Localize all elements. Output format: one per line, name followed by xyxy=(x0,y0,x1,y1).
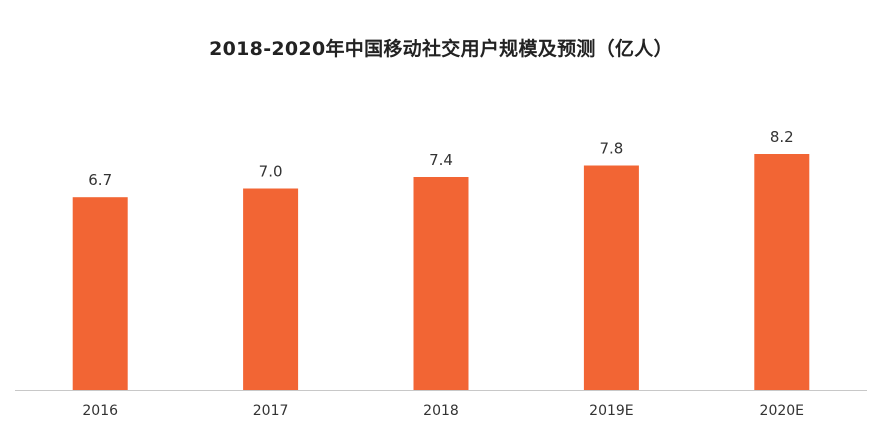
chart-title: 2018-2020年中国移动社交用户规模及预测（亿人） xyxy=(209,38,673,60)
bar-2019E xyxy=(583,165,639,390)
bar-2016 xyxy=(72,197,128,390)
x-tick-label-2019E: 2019E xyxy=(589,403,633,419)
bars-group xyxy=(72,154,810,390)
data-label-2019E: 7.8 xyxy=(599,140,623,158)
bar-2020E xyxy=(754,154,810,390)
x-tick-label-2016: 2016 xyxy=(82,403,118,419)
x-tick-labels-group: 2016 2017 2018 2019E 2020E xyxy=(82,403,804,419)
bar-2018 xyxy=(413,177,469,390)
bar-2017 xyxy=(243,188,299,390)
x-tick-label-2017: 2017 xyxy=(253,403,289,419)
data-label-2018: 7.4 xyxy=(429,151,453,169)
x-tick-label-2018: 2018 xyxy=(423,403,459,419)
data-label-2020E: 8.2 xyxy=(770,128,794,146)
x-tick-label-2020E: 2020E xyxy=(760,403,804,419)
data-label-2017: 7.0 xyxy=(259,163,283,181)
bar-labels-group: 6.7 7.0 7.4 7.8 8.2 xyxy=(88,128,793,189)
data-label-2016: 6.7 xyxy=(88,171,112,189)
